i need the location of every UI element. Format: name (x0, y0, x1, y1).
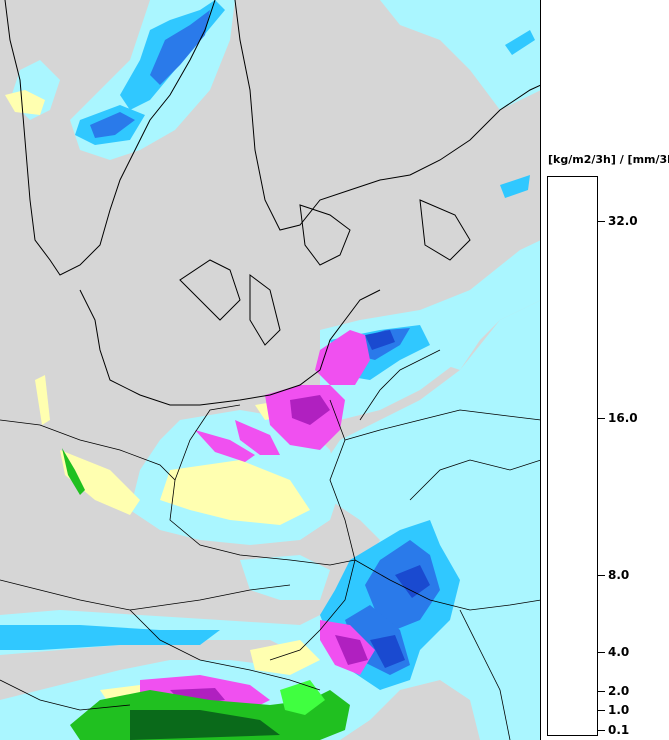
legend-tick-8: 8.0 (608, 568, 630, 582)
legend-column-snow (582, 177, 599, 735)
legend-tick-mark (598, 691, 605, 692)
color-legend (547, 176, 598, 736)
legend-tick-mark (598, 730, 605, 731)
precip-pale-yellow (5, 90, 320, 705)
legend-column-rain (548, 177, 565, 735)
legend-tick-0-1: 0.1 (608, 723, 630, 737)
legend-tick-mark (598, 652, 605, 653)
legend-tick-mark (598, 418, 605, 419)
legend-tick-mark (598, 710, 605, 711)
legend-tick-mark (598, 575, 605, 576)
legend-column-mixed (565, 177, 582, 735)
legend-tick-2: 2.0 (608, 684, 630, 698)
precip-dark-blue (365, 330, 430, 668)
precip-lime (280, 680, 325, 715)
precip-dark-green (130, 710, 280, 740)
legend-unit-label: [kg/m2/3h] / [mm/3h] (548, 153, 669, 166)
borders (0, 349, 541, 740)
legend-tick-4: 4.0 (608, 645, 630, 659)
map-svg (0, 0, 541, 740)
legend-tick-16: 16.0 (608, 411, 638, 425)
legend-tick-mark (598, 221, 605, 222)
legend-tick-1: 1.0 (608, 703, 630, 717)
precipitation-map (0, 0, 541, 740)
legend-tick-32: 32.0 (608, 214, 638, 228)
map-right-border (540, 0, 541, 740)
coastlines (4, 0, 541, 406)
